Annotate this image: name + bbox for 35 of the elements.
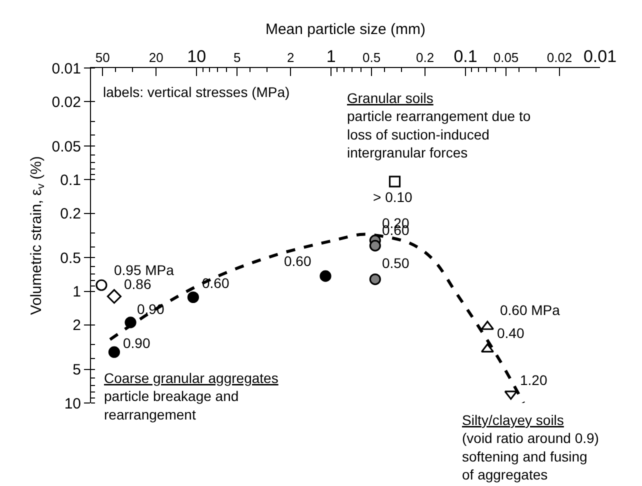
annotation: 0.86 xyxy=(124,276,152,292)
x-tick-label: 0.01 xyxy=(583,46,617,66)
x-tick-label: 0.2 xyxy=(416,50,434,65)
text: Silty/clayey soils (void ratio around 0.9) softening and fusing of aggregates xyxy=(462,412,599,483)
y-tick-label: 0.05 xyxy=(52,138,81,156)
annotation: 0.40 xyxy=(497,325,524,341)
x-axis-title: Mean particle size (mm) xyxy=(265,21,426,38)
y-tick-label: 0.5 xyxy=(60,250,81,267)
x-tick-label: 1 xyxy=(326,46,336,66)
annotation: 0.60 MPa xyxy=(500,302,560,318)
annotation: 0.90 xyxy=(123,335,150,351)
annotation: 0.95 MPa xyxy=(114,262,174,278)
x-tick-label: 20 xyxy=(148,50,164,65)
x-tick-label: 0.1 xyxy=(454,46,478,66)
x-tick-label: 50 xyxy=(95,50,110,65)
x-tick-label: 0.02 xyxy=(546,50,572,65)
annotation: 1.20 xyxy=(520,372,548,388)
annotation: 0.50 xyxy=(382,255,410,271)
annotation: labels: vertical stresses (MPa) xyxy=(103,84,290,100)
annotation: Granular soils particle rearrangement due to loss of suction-induced intergranular forces xyxy=(347,90,531,161)
y-tick-label: 10 xyxy=(64,395,81,412)
x-tick-label: 10 xyxy=(187,46,206,66)
y-tick-label: 0.1 xyxy=(60,172,81,189)
annotation: 0.60 xyxy=(284,253,312,269)
annotation: > 0.10 xyxy=(373,189,413,205)
x-tick-label: 0.5 xyxy=(362,50,381,65)
y-tick-label: 0.02 xyxy=(52,94,81,111)
y-tick-label: 5 xyxy=(72,362,81,379)
y-tick-label: 1 xyxy=(72,284,81,301)
y-tick-label: 2 xyxy=(72,317,81,334)
annotation: Coarse granular aggregates particle breakage and rearrangement xyxy=(104,370,278,422)
y-tick-label: 0.2 xyxy=(60,206,81,223)
x-tick-label: 0.05 xyxy=(493,50,519,65)
x-tick-label: 5 xyxy=(233,50,241,65)
x-tick-label: 2 xyxy=(286,50,294,65)
